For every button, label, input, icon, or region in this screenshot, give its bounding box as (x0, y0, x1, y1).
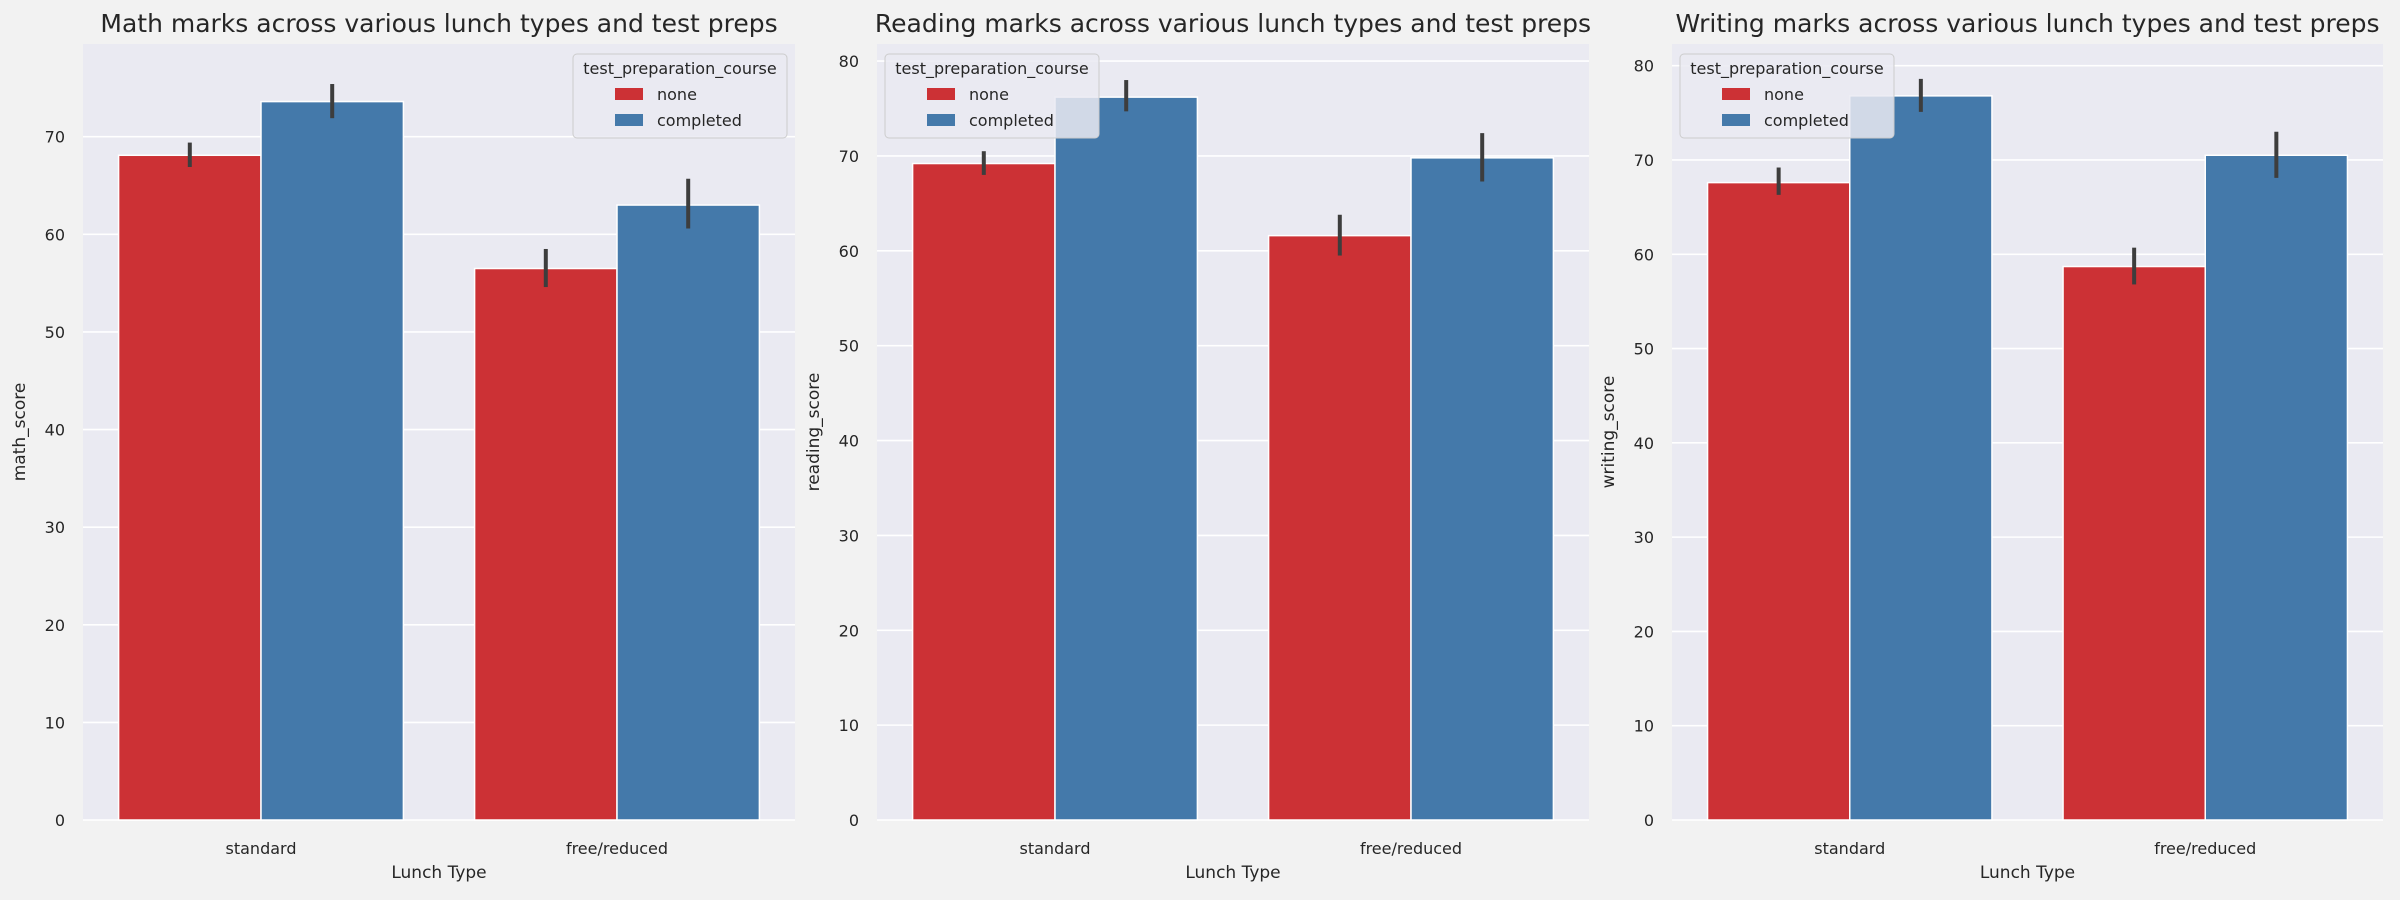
legend-swatch (927, 114, 955, 126)
x-tick-label: standard (1814, 839, 1885, 858)
bar-none-standard (911, 162, 1056, 821)
bar-none-standard (117, 154, 262, 821)
y-tick-label: 60 (839, 242, 859, 261)
x-tick-label: standard (226, 839, 297, 858)
y-tick-label: 10 (1634, 717, 1654, 736)
bar-completed-freereduced (616, 204, 761, 821)
legend-swatch (1722, 88, 1750, 100)
chart-panel-1: 0 10 20 30 40 50 60 70 standard free/reduced Lunch… (10, 9, 795, 883)
bar-none-standard (1706, 181, 1851, 821)
legend-title: test_preparation_course (895, 59, 1088, 79)
legend-label: none (1764, 85, 1804, 104)
bar-completed-standard (1849, 95, 1993, 821)
y-tick-label: 40 (1634, 434, 1654, 453)
y-axis-label: math_score (10, 383, 30, 482)
chart-title: Reading marks across various lunch types… (875, 9, 1591, 38)
legend-label: none (969, 85, 1009, 104)
bar-completed-freereduced (1410, 157, 1555, 821)
y-tick-label: 70 (1634, 151, 1654, 170)
y-tick-label: 70 (839, 147, 859, 166)
x-axis-label: Lunch Type (1185, 863, 1280, 883)
y-tick-label: 30 (1634, 528, 1654, 547)
y-tick-label: 30 (45, 518, 65, 537)
x-tick-label: free/reduced (1360, 839, 1462, 858)
bar-none-freereduced (473, 267, 618, 821)
y-tick-label: 30 (839, 526, 859, 545)
y-axis-label: writing_score (1599, 376, 1619, 489)
y-tick-label: 70 (45, 128, 65, 147)
bar-completed-standard (260, 100, 405, 821)
y-tick-label: 80 (839, 52, 859, 71)
y-tick-label: 20 (1634, 622, 1654, 641)
x-tick-label: free/reduced (2154, 839, 2256, 858)
bar-completed-freereduced (2204, 154, 2349, 821)
chart-panel-2: 0 10 20 30 40 50 60 70 80 standard free/reduced Lun… (804, 9, 1591, 883)
x-axis-label: Lunch Type (391, 863, 486, 883)
legend-label: none (657, 85, 697, 104)
bar-completed-standard (1054, 96, 1199, 821)
y-tick-label: 50 (839, 337, 859, 356)
chart-panel-3: 0 10 20 30 40 50 60 70 80 standard free/reduced Lun… (1599, 9, 2383, 883)
y-tick-label: 20 (839, 621, 859, 640)
y-tick-label: 80 (1634, 57, 1654, 76)
y-tick-label: 0 (55, 811, 65, 830)
x-tick-label: standard (1020, 839, 1091, 858)
chart-title: Writing marks across various lunch types… (1676, 9, 2380, 38)
y-tick-label: 10 (45, 713, 65, 732)
legend-swatch (615, 88, 643, 100)
y-tick-label: 0 (1644, 811, 1654, 830)
chart-title: Math marks across various lunch types an… (100, 9, 777, 38)
bar-none-freereduced (1267, 234, 1412, 821)
x-axis-label: Lunch Type (1980, 863, 2075, 883)
legend-swatch (927, 88, 955, 100)
legend-label: completed (657, 111, 742, 130)
legend-title: test_preparation_course (1690, 59, 1883, 79)
y-tick-label: 40 (839, 432, 859, 451)
y-tick-label: 60 (1634, 245, 1654, 264)
y-axis-label: reading_score (804, 373, 824, 492)
y-tick-label: 10 (839, 716, 859, 735)
y-tick-label: 50 (45, 323, 65, 342)
legend-label: completed (969, 111, 1054, 130)
legend-swatch (1722, 114, 1750, 126)
legend-label: completed (1764, 111, 1849, 130)
y-tick-label: 50 (1634, 340, 1654, 359)
legend-title: test_preparation_course (583, 59, 776, 79)
bar-none-freereduced (2062, 265, 2207, 821)
y-tick-label: 20 (45, 616, 65, 635)
x-tick-label: free/reduced (566, 839, 668, 858)
legend-swatch (615, 114, 643, 126)
y-tick-label: 40 (45, 421, 65, 440)
y-tick-label: 60 (45, 225, 65, 244)
y-tick-label: 0 (849, 811, 859, 830)
